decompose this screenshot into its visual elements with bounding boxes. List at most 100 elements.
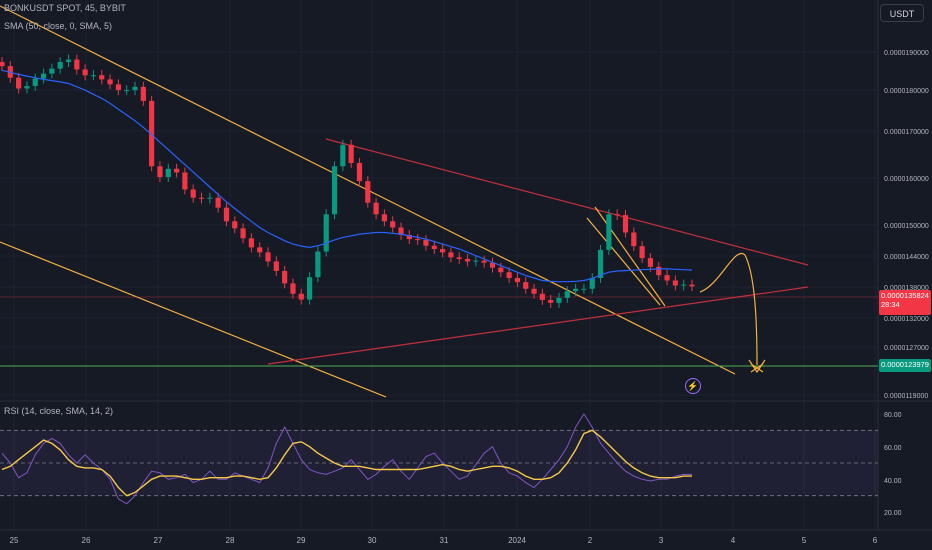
candle-body bbox=[57, 62, 63, 69]
candle-body bbox=[282, 270, 288, 284]
candle-body bbox=[132, 86, 138, 91]
candle-body bbox=[165, 168, 171, 178]
candle-body bbox=[115, 84, 121, 91]
candle-body bbox=[381, 214, 388, 222]
candle-body bbox=[315, 251, 321, 278]
candle-body bbox=[331, 166, 338, 215]
candle-body bbox=[223, 207, 230, 222]
x-tick-label: 29 bbox=[297, 536, 306, 545]
candle-body bbox=[406, 234, 412, 240]
candle-body bbox=[514, 278, 521, 283]
x-tick-label: 28 bbox=[226, 536, 235, 545]
candle-body bbox=[49, 68, 55, 74]
y-tick-label: 0.0000138000 bbox=[884, 285, 929, 292]
candle-body bbox=[215, 197, 221, 208]
candle-body bbox=[90, 75, 97, 77]
candle-body bbox=[290, 283, 296, 294]
candle-body bbox=[24, 86, 30, 89]
candle-body bbox=[40, 73, 47, 79]
candle-body bbox=[498, 267, 504, 273]
candle-body bbox=[74, 59, 80, 70]
x-tick-label: 2 bbox=[588, 536, 593, 545]
candle-body bbox=[240, 228, 246, 239]
candle-body bbox=[99, 75, 105, 80]
candle-body bbox=[107, 79, 113, 85]
x-tick-label: 25 bbox=[10, 536, 19, 545]
candle-body bbox=[481, 260, 487, 263]
candle-body bbox=[365, 181, 371, 203]
candle-body bbox=[531, 288, 537, 294]
candles bbox=[0, 54, 695, 308]
current-price-badge: 0.0000135824 28:34 bbox=[879, 290, 931, 315]
axes: 0.0000190000 0.0000180000 0.0000170000 0.00… bbox=[10, 50, 929, 545]
candle-body bbox=[473, 260, 479, 262]
candle-body bbox=[672, 280, 678, 286]
candle-body bbox=[348, 144, 354, 163]
candle-body bbox=[489, 262, 496, 268]
x-tick-label: 30 bbox=[368, 536, 377, 545]
rsi-legend: RSI (14, close, SMA, 14, 2) bbox=[4, 406, 114, 416]
candle-body bbox=[573, 288, 579, 292]
projection-arrowhead bbox=[748, 359, 766, 374]
y-tick-label: 0.0000132000 bbox=[884, 316, 929, 323]
y-tick-label: 0.0000170000 bbox=[884, 129, 929, 136]
candle-body bbox=[606, 214, 612, 250]
grid bbox=[0, 0, 932, 531]
candle-body bbox=[631, 232, 637, 247]
projection-arrow bbox=[699, 252, 758, 366]
candle-body bbox=[506, 272, 512, 278]
y-tick-label: 0.0000127000 bbox=[884, 345, 929, 352]
candle-body bbox=[539, 293, 545, 300]
rsi-y-tick-label: 40.00 bbox=[884, 478, 902, 485]
drawing-lines[interactable] bbox=[0, 5, 878, 398]
candle-body bbox=[456, 257, 462, 259]
candle-body bbox=[182, 172, 188, 190]
y-tick-label: 0.0000119000 bbox=[884, 393, 928, 400]
candle-body bbox=[340, 144, 346, 167]
x-tick-label: 2024 bbox=[508, 536, 526, 545]
candle-body bbox=[431, 245, 437, 250]
rsi-panel bbox=[0, 413, 878, 505]
candle-body bbox=[298, 293, 304, 300]
candle-body bbox=[306, 277, 313, 300]
candle-body bbox=[564, 291, 570, 298]
candle-body bbox=[423, 239, 429, 246]
candle-body bbox=[597, 249, 604, 278]
y-tick-label: 0.0000144000 bbox=[884, 254, 929, 261]
rsi-y-tick-label: 20.00 bbox=[884, 510, 902, 517]
candle-body bbox=[232, 221, 238, 229]
candle-body bbox=[356, 162, 363, 182]
level-price-badge: 0.0000123979 bbox=[879, 359, 931, 372]
candle-body bbox=[440, 249, 446, 253]
candle-body bbox=[415, 239, 421, 241]
x-tick-label: 6 bbox=[873, 536, 878, 545]
candle-body bbox=[173, 168, 180, 173]
candle-body bbox=[398, 227, 404, 235]
candle-body bbox=[198, 197, 205, 199]
candle-body bbox=[0, 62, 5, 67]
candle-body bbox=[448, 252, 454, 258]
candle-body bbox=[664, 275, 670, 281]
candle-body bbox=[265, 252, 271, 262]
lightning-icon[interactable]: ⚡ bbox=[685, 378, 701, 394]
candle-body bbox=[16, 77, 22, 89]
candle-body bbox=[548, 299, 554, 303]
candle-body bbox=[581, 288, 587, 290]
resistance-line bbox=[325, 138, 809, 266]
x-tick-label: 31 bbox=[440, 536, 449, 545]
sma-line bbox=[1, 69, 693, 283]
y-tick-label: 0.0000190000 bbox=[884, 50, 929, 57]
rsi-y-tick-label: 80.00 bbox=[884, 412, 902, 419]
x-tick-label: 5 bbox=[802, 536, 807, 545]
currency-button[interactable]: USDT bbox=[880, 4, 924, 22]
support-line bbox=[267, 286, 809, 365]
y-tick-label: 0.0000180000 bbox=[884, 88, 929, 95]
candle-body bbox=[207, 197, 213, 199]
y-tick-label: 0.0000160000 bbox=[884, 176, 929, 183]
candle-body bbox=[523, 282, 529, 289]
rsi-band-fill bbox=[0, 430, 878, 496]
x-tick-label: 26 bbox=[82, 536, 91, 545]
candle-body bbox=[622, 215, 629, 233]
channel-line-lower bbox=[586, 217, 661, 306]
